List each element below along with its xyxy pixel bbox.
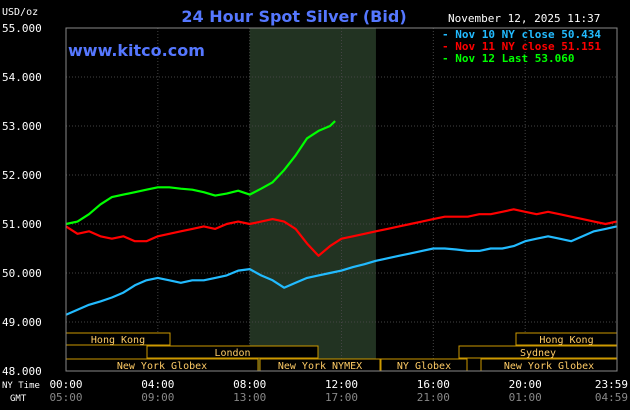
plot-frame [65, 27, 618, 372]
x-tick-label-gmt: 01:00 [509, 391, 542, 404]
legend-item-nov11: - Nov 11 NY close 51.151 [442, 40, 601, 53]
series-line-0 [65, 225, 617, 316]
x-tick-label-gmt: 05:00 [49, 391, 82, 404]
session-london-box [146, 345, 319, 359]
session-ny-globex: NY Globex [380, 358, 468, 372]
session-london: London [146, 345, 319, 359]
x-tick-label-gmt: 21:00 [417, 391, 450, 404]
x-row-label-ny: NY Time [2, 381, 40, 391]
y-tick-label: 48.000 [2, 365, 42, 378]
y-tick-label: 55.000 [2, 22, 42, 35]
session-new-york-globex-right-label: New York Globex [504, 361, 594, 372]
session-hong-kong-right: Hong Kong [515, 332, 618, 346]
session-hong-kong-left: Hong Kong [65, 332, 171, 346]
x-row-label-gmt: GMT [10, 394, 27, 404]
x-tick-label-ny: 12:00 [325, 378, 358, 391]
y-tick-label: 51.000 [2, 218, 42, 231]
legend-item-nov12: - Nov 12 Last 53.060 [442, 52, 574, 65]
session-sydney: Sydney [458, 345, 618, 359]
session-new-york-nymex: New York NYMEX [259, 358, 381, 372]
x-tick-label-gmt: 17:00 [325, 391, 358, 404]
y-tick-label: 54.000 [2, 71, 42, 84]
series-line-2 [65, 120, 336, 226]
x-tick-label-ny: 04:00 [141, 378, 174, 391]
y-axis-label: USD/oz [2, 7, 38, 18]
y-tick-label: 50.000 [2, 267, 42, 280]
x-tick-label-ny: 23:59 [595, 378, 628, 391]
series-line-1 [65, 208, 617, 257]
x-tick-label-gmt: 13:00 [233, 391, 266, 404]
watermark: www.kitco.com [68, 41, 205, 60]
legend-item-nov10: - Nov 10 NY close 50.434 [442, 28, 601, 41]
y-tick-label: 52.000 [2, 169, 42, 182]
x-tick-label-gmt: 09:00 [141, 391, 174, 404]
timestamp: November 12, 2025 11:37 [448, 12, 600, 25]
session-new-york-globex-left: New York Globex [65, 358, 259, 372]
session-hong-kong-right-label: Hong Kong [539, 335, 593, 346]
x-tick-label-ny: 08:00 [233, 378, 266, 391]
session-ny-globex-label: NY Globex [397, 361, 451, 372]
session-new-york-nymex-label: New York NYMEX [278, 361, 362, 372]
session-new-york-globex-left-label: New York Globex [117, 361, 207, 372]
x-tick-label-ny: 16:00 [417, 378, 450, 391]
x-tick-label-gmt: 04:59 [595, 391, 628, 404]
x-tick-label-ny: 20:00 [509, 378, 542, 391]
chart-title: 24 Hour Spot Silver (Bid) [181, 7, 406, 26]
y-tick-label: 53.000 [2, 120, 42, 133]
session-london-label: London [214, 348, 250, 359]
session-new-york-globex-right: New York Globex [480, 358, 618, 372]
y-tick-label: 49.000 [2, 316, 42, 329]
session-sydney-label: Sydney [520, 348, 556, 359]
session-hong-kong-left-label: Hong Kong [91, 335, 145, 346]
nymex-shade [249, 28, 376, 371]
x-tick-label-ny: 00:00 [49, 378, 82, 391]
